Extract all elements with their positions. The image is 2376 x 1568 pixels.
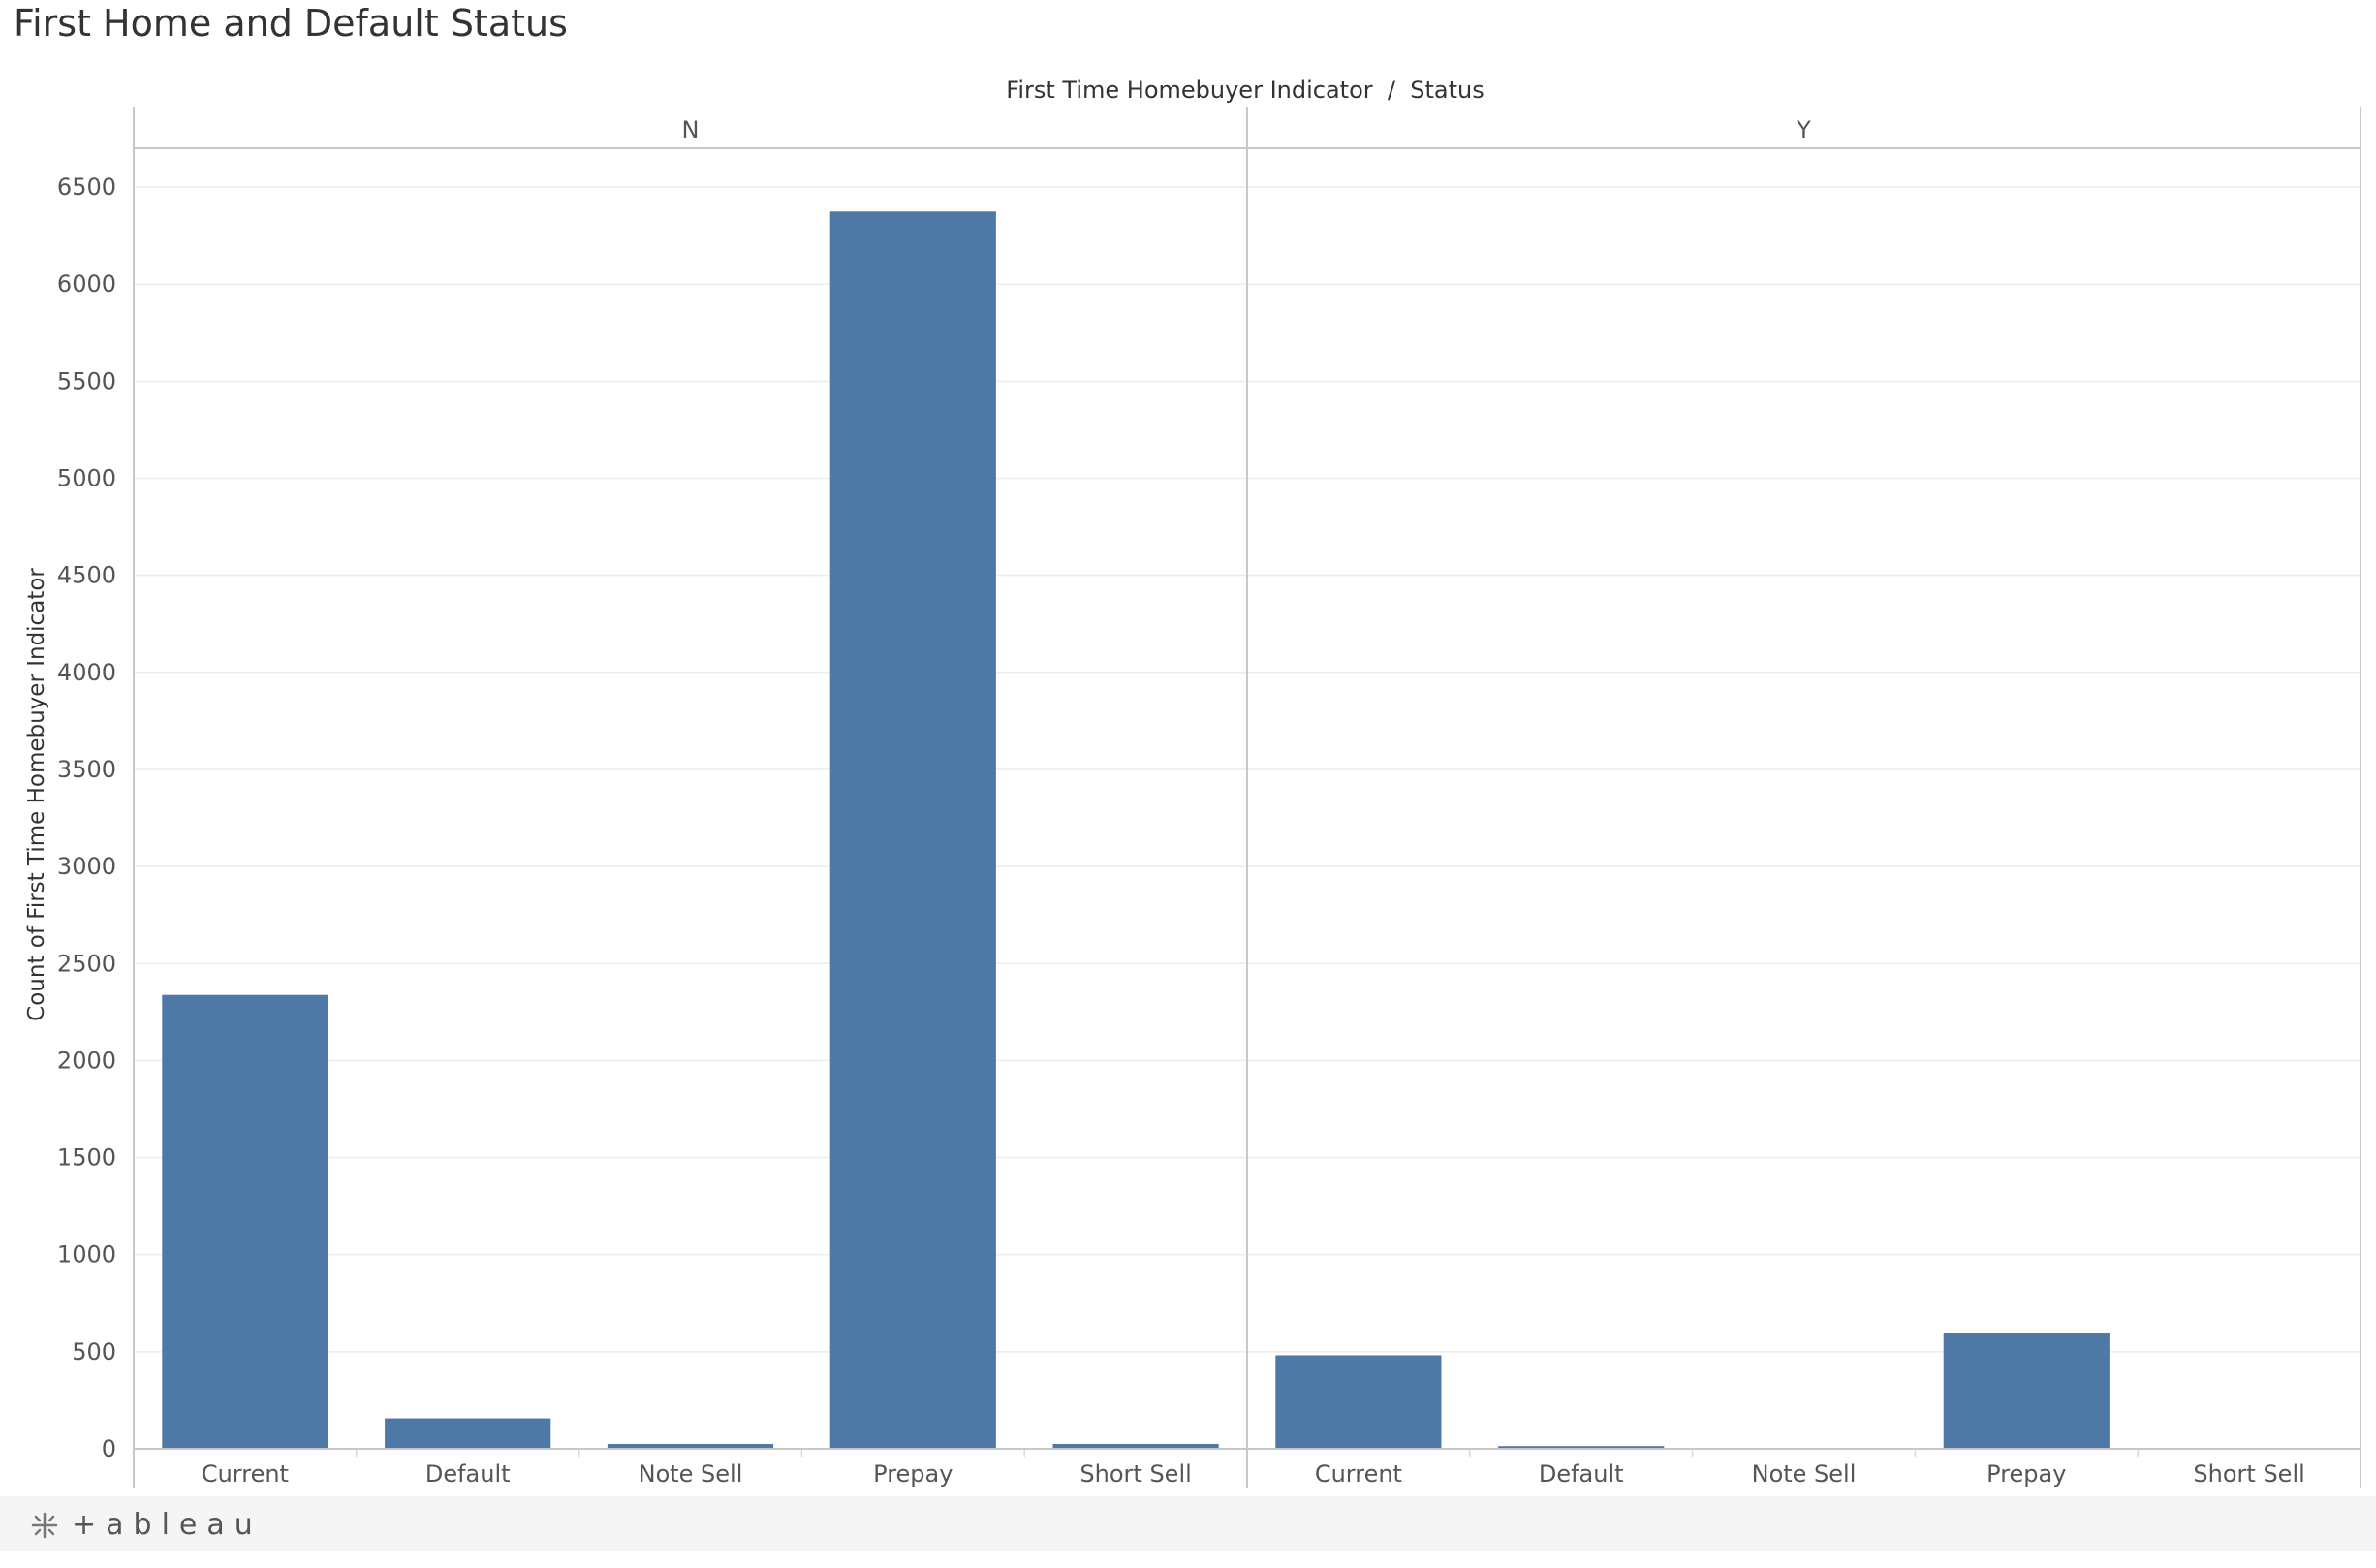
tableau-logo[interactable]: +ableau	[29, 1508, 263, 1542]
bar	[829, 211, 996, 1449]
y-tick-label: 0	[102, 1435, 116, 1462]
bar	[607, 1443, 774, 1449]
y-tick-label: 4500	[57, 562, 116, 589]
panel-header-n: N	[682, 116, 700, 143]
bar	[162, 994, 328, 1449]
y-axis-label: Count of First Time Homebuyer Indicator	[24, 568, 49, 1021]
x-tick-label: Current	[1315, 1460, 1402, 1488]
page-title: First Home and Default Status	[14, 2, 568, 45]
y-tick-label: 4000	[57, 659, 116, 686]
chart-frame	[133, 107, 2361, 1488]
x-tick-label: Default	[425, 1460, 511, 1488]
tableau-logo-icon	[31, 1512, 58, 1538]
bars	[162, 211, 2110, 1449]
x-tick-label: Note Sell	[639, 1460, 743, 1488]
bar	[385, 1418, 551, 1449]
x-tick-label: Short Sell	[1079, 1460, 1191, 1488]
y-tick-label: 500	[72, 1338, 116, 1365]
panel-header-y: Y	[1796, 116, 1811, 143]
x-axis-ticks: Current Default Note Sell Prepay Short Sell C…	[202, 1460, 2305, 1488]
y-tick-label: 1500	[57, 1145, 116, 1172]
y-tick-label: 5000	[57, 465, 116, 492]
x-tick-label: Prepay	[873, 1460, 953, 1488]
y-tick-label: 6500	[57, 173, 116, 201]
y-tick-label: 1000	[57, 1241, 116, 1269]
bar-chart: 0 500 1000 1500 2000 2500 3000 3500 4000 4500 5000…	[24, 77, 2361, 1488]
y-tick-label: 6000	[57, 270, 116, 298]
column-header: First Time Homebuyer Indicator / Status	[1006, 77, 1484, 104]
x-tick-label: Prepay	[1986, 1460, 2066, 1488]
x-tick-label: Short Sell	[2193, 1460, 2304, 1488]
y-tick-label: 3500	[57, 756, 116, 783]
x-tick-label: Default	[1539, 1460, 1624, 1488]
y-axis-ticks: 0 500 1000 1500 2000 2500 3000 3500 4000 4500 5000…	[57, 173, 116, 1462]
bar	[1052, 1443, 1219, 1449]
y-tick-label: 5500	[57, 367, 116, 394]
x-tick-label: Note Sell	[1752, 1460, 1857, 1488]
bar	[1498, 1446, 1665, 1449]
bar	[1275, 1355, 1442, 1449]
y-tick-label: 2000	[57, 1047, 116, 1074]
y-tick-label: 3000	[57, 853, 116, 880]
footer-bar: +ableau	[0, 1496, 2376, 1551]
bar	[1943, 1333, 2110, 1449]
tableau-wordmark: +ableau	[72, 1508, 263, 1542]
x-tick-label: Current	[202, 1460, 289, 1488]
y-tick-label: 2500	[57, 950, 116, 977]
